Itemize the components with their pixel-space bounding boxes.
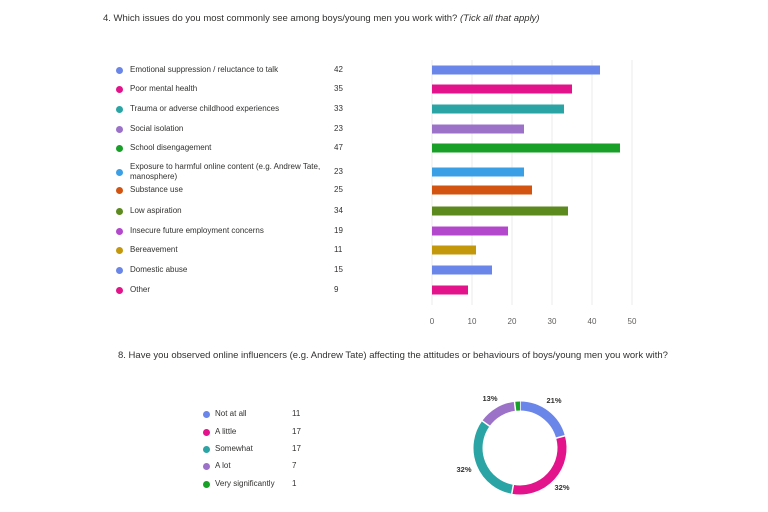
legend-count: 35 bbox=[334, 84, 343, 93]
legend-label: Somewhat bbox=[215, 444, 253, 453]
legend-swatch bbox=[116, 144, 123, 152]
legend-label: Very significantly bbox=[215, 479, 275, 488]
legend-swatch bbox=[203, 480, 210, 488]
slice-separator bbox=[555, 434, 567, 440]
legend-swatch bbox=[116, 66, 123, 74]
legend-swatch bbox=[116, 168, 123, 176]
question-8-title: 8. Have you observed online influencers … bbox=[118, 350, 668, 361]
slice-separator bbox=[480, 419, 491, 428]
legend-swatch bbox=[116, 286, 123, 294]
x-tick-label: 50 bbox=[628, 317, 637, 326]
legend-swatch bbox=[116, 246, 123, 254]
legend-swatch bbox=[116, 186, 123, 194]
question-4-text: 4. Which issues do you most commonly see… bbox=[103, 13, 458, 24]
x-tick-label: 0 bbox=[430, 317, 435, 326]
legend-count: 17 bbox=[292, 427, 301, 436]
legend-label: A little bbox=[215, 427, 237, 436]
legend-swatch bbox=[116, 85, 123, 93]
legend-count: 19 bbox=[334, 226, 343, 235]
legend-count: 7 bbox=[292, 461, 297, 470]
legend-label: A lot bbox=[215, 461, 231, 470]
x-tick-label: 20 bbox=[508, 317, 517, 326]
legend-swatch bbox=[203, 445, 210, 453]
bar bbox=[432, 124, 524, 134]
legend-count: 33 bbox=[334, 104, 343, 113]
bar bbox=[432, 185, 532, 195]
donut-slice bbox=[473, 420, 514, 494]
legend-swatch bbox=[116, 125, 123, 133]
legend-count: 23 bbox=[334, 167, 343, 176]
legend-label: Low aspiration bbox=[130, 206, 182, 215]
bar bbox=[432, 65, 600, 75]
donut-slice bbox=[519, 401, 565, 439]
legend-label: Other bbox=[130, 285, 151, 294]
slice-percent-label: 32% bbox=[456, 465, 471, 474]
bar bbox=[432, 143, 620, 153]
legend-label: Bereavement bbox=[130, 245, 178, 254]
legend-swatch bbox=[203, 462, 210, 470]
legend-swatch bbox=[203, 410, 210, 418]
legend-label: Emotional suppression / reluctance to ta… bbox=[130, 65, 279, 74]
legend-label: Not at all bbox=[215, 409, 247, 418]
legend-count: 17 bbox=[292, 444, 301, 453]
slice-percent-label: 32% bbox=[554, 483, 569, 492]
slice-percent-label: 13% bbox=[482, 394, 497, 403]
legend-count: 11 bbox=[334, 245, 343, 254]
legend-swatch bbox=[203, 428, 210, 436]
legend-label: Domestic abuse bbox=[130, 265, 188, 274]
x-tick-label: 30 bbox=[548, 317, 557, 326]
legend-swatch bbox=[116, 207, 123, 215]
legend-count: 25 bbox=[334, 185, 343, 194]
legend-label: School disengagement bbox=[130, 143, 212, 152]
legend-label: Substance use bbox=[130, 185, 183, 194]
bar bbox=[432, 104, 564, 114]
x-tick-label: 10 bbox=[468, 317, 477, 326]
legend-swatch bbox=[116, 105, 123, 113]
legend-label: Poor mental health bbox=[130, 84, 198, 93]
legend-label: Insecure future employment concerns bbox=[130, 226, 264, 235]
question-8-text: 8. Have you observed online influencers … bbox=[118, 350, 668, 361]
bar bbox=[432, 265, 492, 275]
slice-separator bbox=[510, 483, 515, 495]
legend-count: 47 bbox=[334, 143, 343, 152]
legend-count: 23 bbox=[334, 124, 343, 133]
legend-label: Exposure to harmful online content (e.g.… bbox=[130, 162, 321, 181]
legend-swatch bbox=[116, 266, 123, 274]
legend-count: 11 bbox=[292, 409, 301, 418]
bar bbox=[432, 226, 508, 236]
bar bbox=[432, 285, 468, 295]
legend-label: Social isolation bbox=[130, 124, 184, 133]
bar bbox=[432, 84, 572, 94]
legend-count: 34 bbox=[334, 206, 343, 215]
legend-count: 42 bbox=[334, 65, 343, 74]
legend-count: 1 bbox=[292, 479, 297, 488]
question-4-hint: (Tick all that apply) bbox=[459, 13, 540, 24]
bar bbox=[432, 245, 476, 255]
legend-swatch bbox=[116, 227, 123, 235]
slice-separator bbox=[513, 400, 517, 412]
question-4-title: 4. Which issues do you most commonly see… bbox=[103, 13, 540, 24]
bar bbox=[432, 167, 524, 177]
legend-label: Trauma or adverse childhood experiences bbox=[130, 104, 280, 113]
x-tick-label: 40 bbox=[588, 317, 597, 326]
legend-count: 15 bbox=[334, 265, 343, 274]
slice-percent-label: 21% bbox=[546, 396, 561, 405]
bar bbox=[432, 206, 568, 216]
donut-slice bbox=[482, 401, 516, 427]
legend-count: 9 bbox=[334, 285, 339, 294]
donut-slice bbox=[511, 435, 567, 495]
